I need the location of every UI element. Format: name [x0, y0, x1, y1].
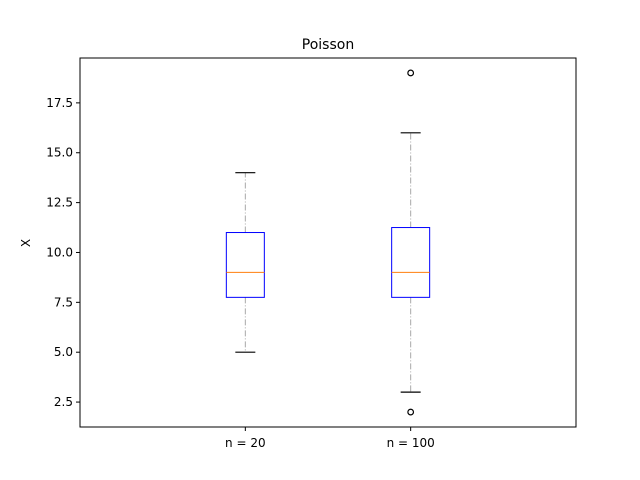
x-tick-label: n = 20: [225, 436, 266, 450]
box-iqr: [391, 227, 431, 298]
y-tick-label: 7.5: [54, 295, 73, 309]
chart-title: Poisson: [302, 37, 354, 53]
x-tick-label: n = 100: [387, 436, 435, 450]
outlier-point: [407, 69, 415, 77]
plot-area: 2.5 5.0 7.5 10.0 12.5 15.0 17.5 n = 20 n = 100: [46, 69, 435, 450]
outlier-point: [407, 408, 415, 416]
box-iqr: [225, 232, 265, 298]
axes-frame: [79, 57, 577, 428]
y-tick-label: 17.5: [46, 96, 73, 110]
y-tick-label: 12.5: [46, 196, 73, 210]
y-tick-label: 15.0: [46, 146, 73, 160]
y-tick-label: 2.5: [54, 395, 73, 409]
y-tick-label: 10.0: [46, 245, 73, 259]
y-tick-label: 5.0: [54, 345, 73, 359]
y-axis-label: X: [19, 239, 33, 247]
